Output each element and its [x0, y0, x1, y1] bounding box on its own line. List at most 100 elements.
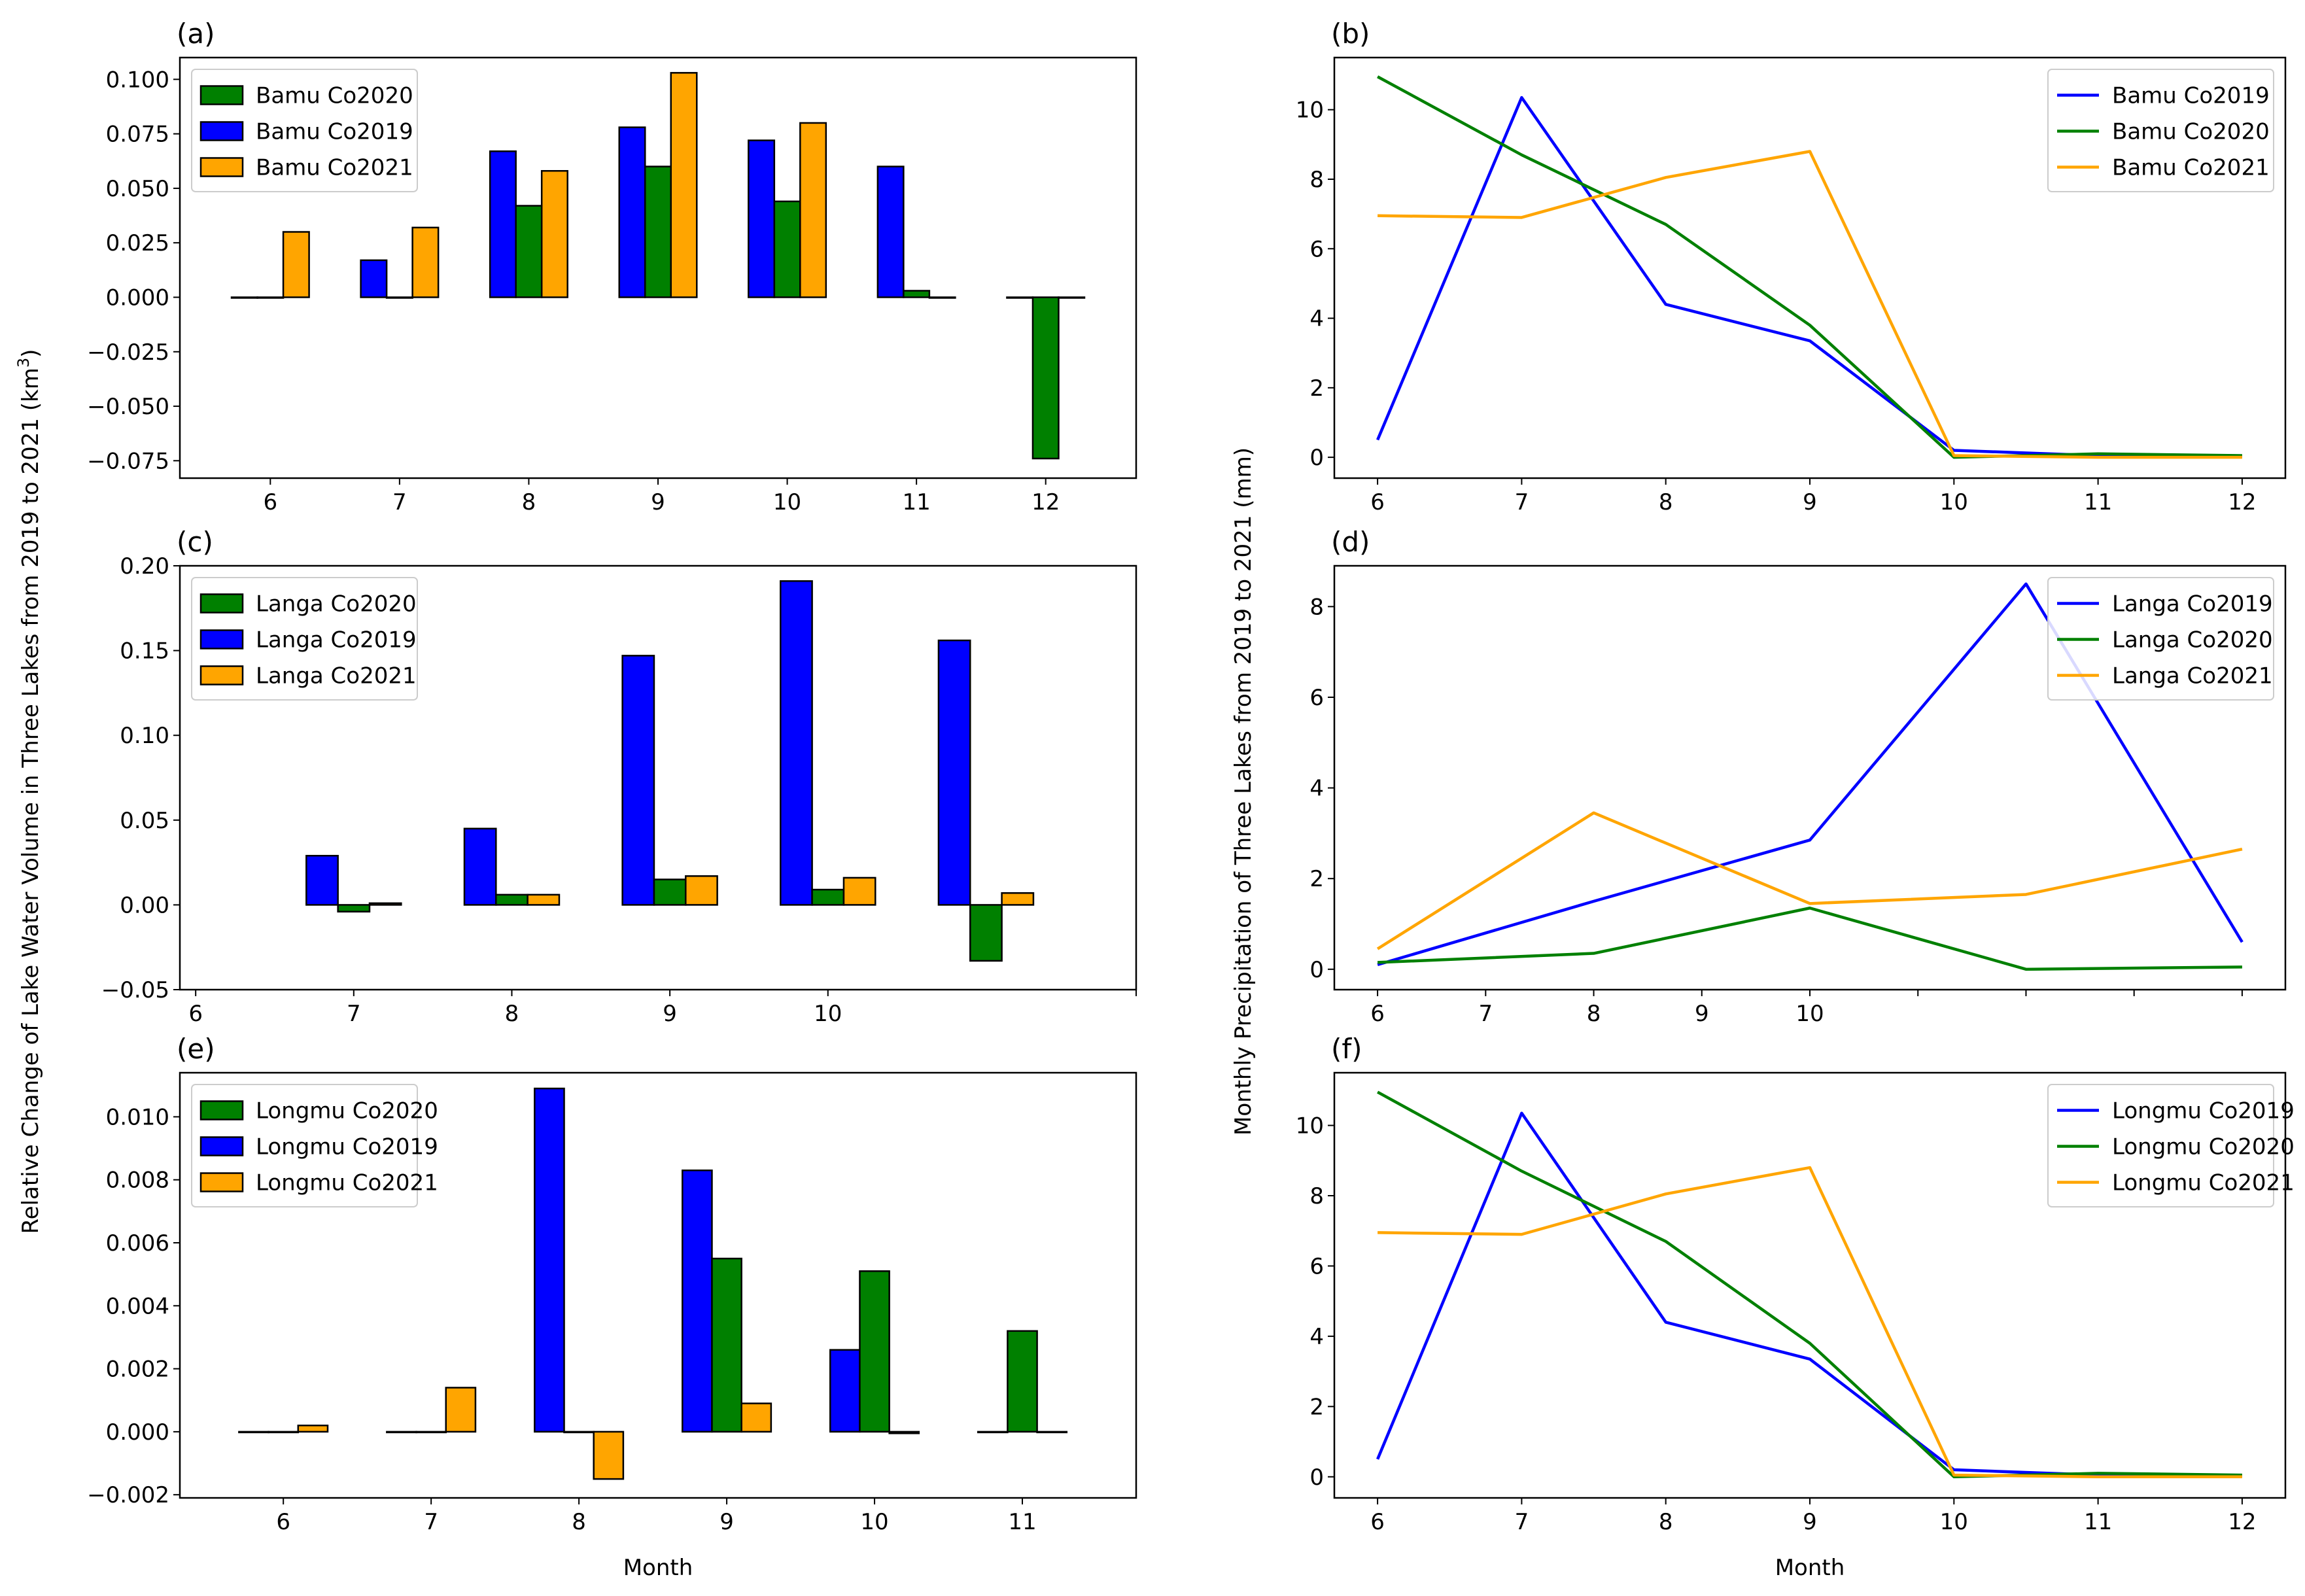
bar — [903, 290, 931, 298]
panel-label: (d) — [1331, 526, 1370, 558]
y-tick-label: 0.025 — [106, 230, 169, 256]
x-tick-label: 8 — [1659, 1509, 1673, 1535]
plot-frame — [1333, 1071, 2287, 1499]
y-tick-label: 8 — [1309, 1183, 1324, 1209]
series-line — [1377, 75, 2242, 459]
panel-label: (b) — [1331, 18, 1370, 50]
chart-panel-4: (e) −0.002 0.000 0.002 0.004 0.006 0.008 0.010 6… — [87, 1033, 1137, 1581]
y-tick-label: 4 — [1309, 306, 1324, 332]
x-tick-label: 10 — [814, 1001, 842, 1027]
legend-swatch — [199, 665, 244, 685]
y-tick-label: 0 — [1309, 1465, 1324, 1491]
legend-box — [2047, 69, 2274, 192]
x-tick-label: 10 — [1795, 1001, 1824, 1027]
plot-frame — [179, 564, 1137, 991]
bar — [618, 126, 646, 298]
y-tick-label: −0.05 — [101, 977, 169, 1003]
legend-label: Longmu Co2021 — [256, 1170, 438, 1196]
bar — [799, 122, 827, 298]
bar — [282, 231, 310, 298]
y-tick-label: 4 — [1309, 1324, 1324, 1350]
y-tick-label: 0.20 — [120, 553, 169, 580]
legend-label: Langa Co2019 — [2112, 591, 2273, 617]
x-tick-label: 7 — [1478, 1001, 1493, 1027]
x-tick-label: 6 — [276, 1509, 290, 1535]
bar — [621, 655, 655, 906]
bar — [593, 1431, 625, 1480]
x-tick-label: 8 — [572, 1509, 586, 1535]
x-tick-label: 10 — [860, 1509, 888, 1535]
legend-box — [191, 577, 418, 701]
x-tick-label: 7 — [347, 1001, 361, 1027]
legend-swatch — [199, 1136, 244, 1156]
y-tick-label: 0.006 — [106, 1230, 169, 1257]
bar — [527, 893, 561, 906]
series-line — [1377, 907, 2242, 971]
bar — [489, 150, 517, 298]
y-tick-label: 6 — [1309, 685, 1324, 711]
y-tick-label: 0.002 — [106, 1357, 169, 1383]
x-tick-label: 7 — [424, 1509, 438, 1535]
bar — [937, 639, 971, 906]
x-tick-label: 10 — [773, 489, 801, 515]
x-tick-label: 11 — [2084, 489, 2112, 515]
legend-label: Longmu Co2021 — [2112, 1170, 2295, 1196]
y-tick-label: 0.004 — [106, 1293, 169, 1319]
legend-swatch — [199, 1172, 244, 1192]
y-tick-label: 6 — [1309, 236, 1324, 262]
y-tick-label: 2 — [1309, 1394, 1324, 1420]
bar — [1031, 296, 1060, 460]
bar — [748, 139, 776, 298]
x-tick-label: 6 — [1370, 1001, 1385, 1027]
legend-box — [191, 1084, 418, 1207]
legend-label: Bamu Co2021 — [2112, 155, 2270, 181]
bar — [682, 1170, 713, 1433]
y-tick-label: 0.10 — [120, 723, 169, 749]
x-tick-label: 6 — [188, 1001, 203, 1027]
x-tick-label: 11 — [1008, 1509, 1036, 1535]
series-line — [1377, 582, 2244, 967]
y-tick-label: −0.002 — [87, 1482, 169, 1508]
x-tick-label: 9 — [663, 1001, 677, 1027]
legend-label: Longmu Co2020 — [2112, 1134, 2295, 1160]
panel-label: (e) — [177, 1033, 215, 1065]
legend: Bamu Co2019 Bamu Co2020 Bamu Co2021 — [2047, 69, 2274, 192]
y-tick-label: 8 — [1309, 594, 1324, 620]
bar — [463, 827, 497, 906]
x-tick-label: 10 — [1940, 489, 1968, 515]
y-tick-label: 0.008 — [106, 1168, 169, 1194]
y-tick-label: 2 — [1309, 866, 1324, 892]
bar — [711, 1257, 742, 1433]
x-tick-label: 8 — [522, 489, 536, 515]
legend-label: Langa Co2021 — [256, 663, 417, 689]
x-tick-label: 8 — [1587, 1001, 1601, 1027]
y-tick-label: 10 — [1296, 97, 1324, 124]
bar — [495, 893, 529, 906]
x-tick-label: 7 — [392, 489, 407, 515]
bar — [829, 1349, 861, 1433]
x-tick-label: 12 — [1031, 489, 1060, 515]
legend-box — [2047, 577, 2274, 701]
x-tick-label: 6 — [1370, 1509, 1385, 1535]
x-tick-label: 9 — [1803, 489, 1817, 515]
series-line — [1378, 1166, 2242, 1479]
legend-swatch — [199, 629, 244, 650]
x-axis-label: Month — [623, 1555, 693, 1581]
legend-swatch — [199, 593, 244, 614]
bar — [740, 1402, 772, 1433]
panel-label: (a) — [177, 18, 215, 50]
bar — [297, 1425, 329, 1433]
legend-swatch — [199, 121, 244, 141]
y-tick-label: 0.010 — [106, 1104, 169, 1130]
legend-label: Bamu Co2019 — [256, 119, 413, 145]
y-tick-label: 0 — [1309, 957, 1324, 983]
x-tick-label: 6 — [263, 489, 277, 515]
legend-label: Longmu Co2020 — [256, 1098, 438, 1124]
legend: Longmu Co2019 Longmu Co2020 Longmu Co2021 — [2047, 1084, 2295, 1207]
x-tick-label: 11 — [903, 489, 931, 515]
bar — [515, 205, 543, 298]
legend-label: Langa Co2020 — [2112, 627, 2273, 653]
legend-label: Langa Co2019 — [256, 627, 417, 653]
series-line — [1378, 150, 2242, 459]
bar — [411, 226, 440, 298]
